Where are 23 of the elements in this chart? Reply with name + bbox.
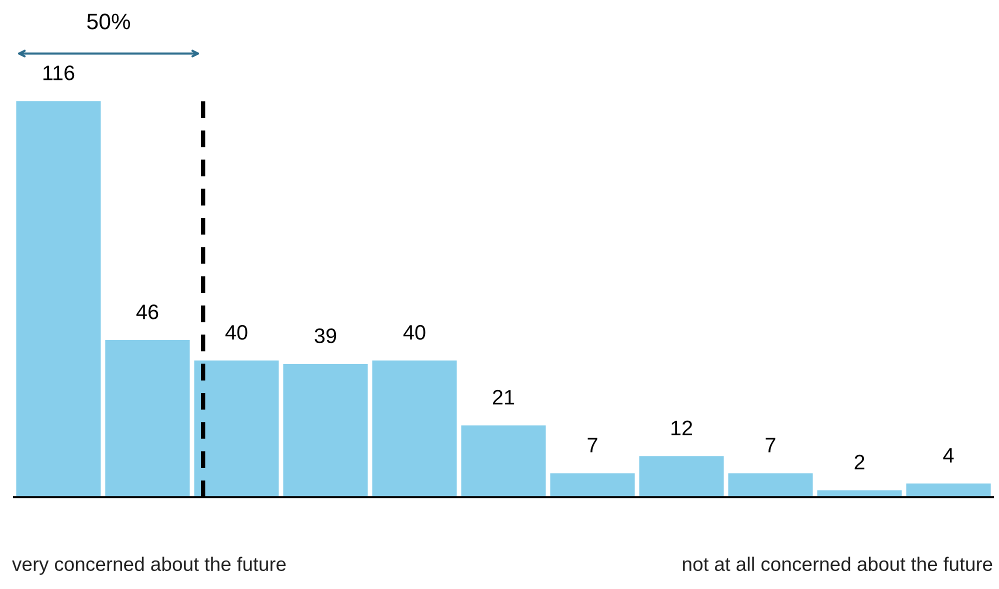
data-label: 4: [943, 448, 954, 462]
data-label: 12: [672, 420, 692, 436]
bar: [105, 340, 190, 498]
data-label: 2: [854, 454, 864, 470]
bar: [461, 425, 546, 498]
text: 50%: [87, 14, 130, 30]
bar: [283, 364, 368, 498]
data-label: 7: [766, 438, 776, 452]
data-label: 21: [492, 390, 514, 404]
bar: [639, 456, 724, 498]
bar: [906, 483, 991, 498]
data-label: 46: [136, 304, 158, 320]
data-label: 116: [43, 66, 74, 80]
bar: [16, 101, 101, 498]
text: not at all concerned about the future: [682, 556, 992, 572]
text: very concerned about the future: [12, 556, 286, 575]
data-label: 7: [588, 438, 598, 452]
bar: [550, 473, 635, 498]
bar: [372, 360, 457, 498]
data-label: 40: [225, 325, 248, 340]
bar: [728, 473, 813, 498]
data-label: 39: [314, 328, 336, 344]
data-label: 40: [403, 325, 426, 340]
